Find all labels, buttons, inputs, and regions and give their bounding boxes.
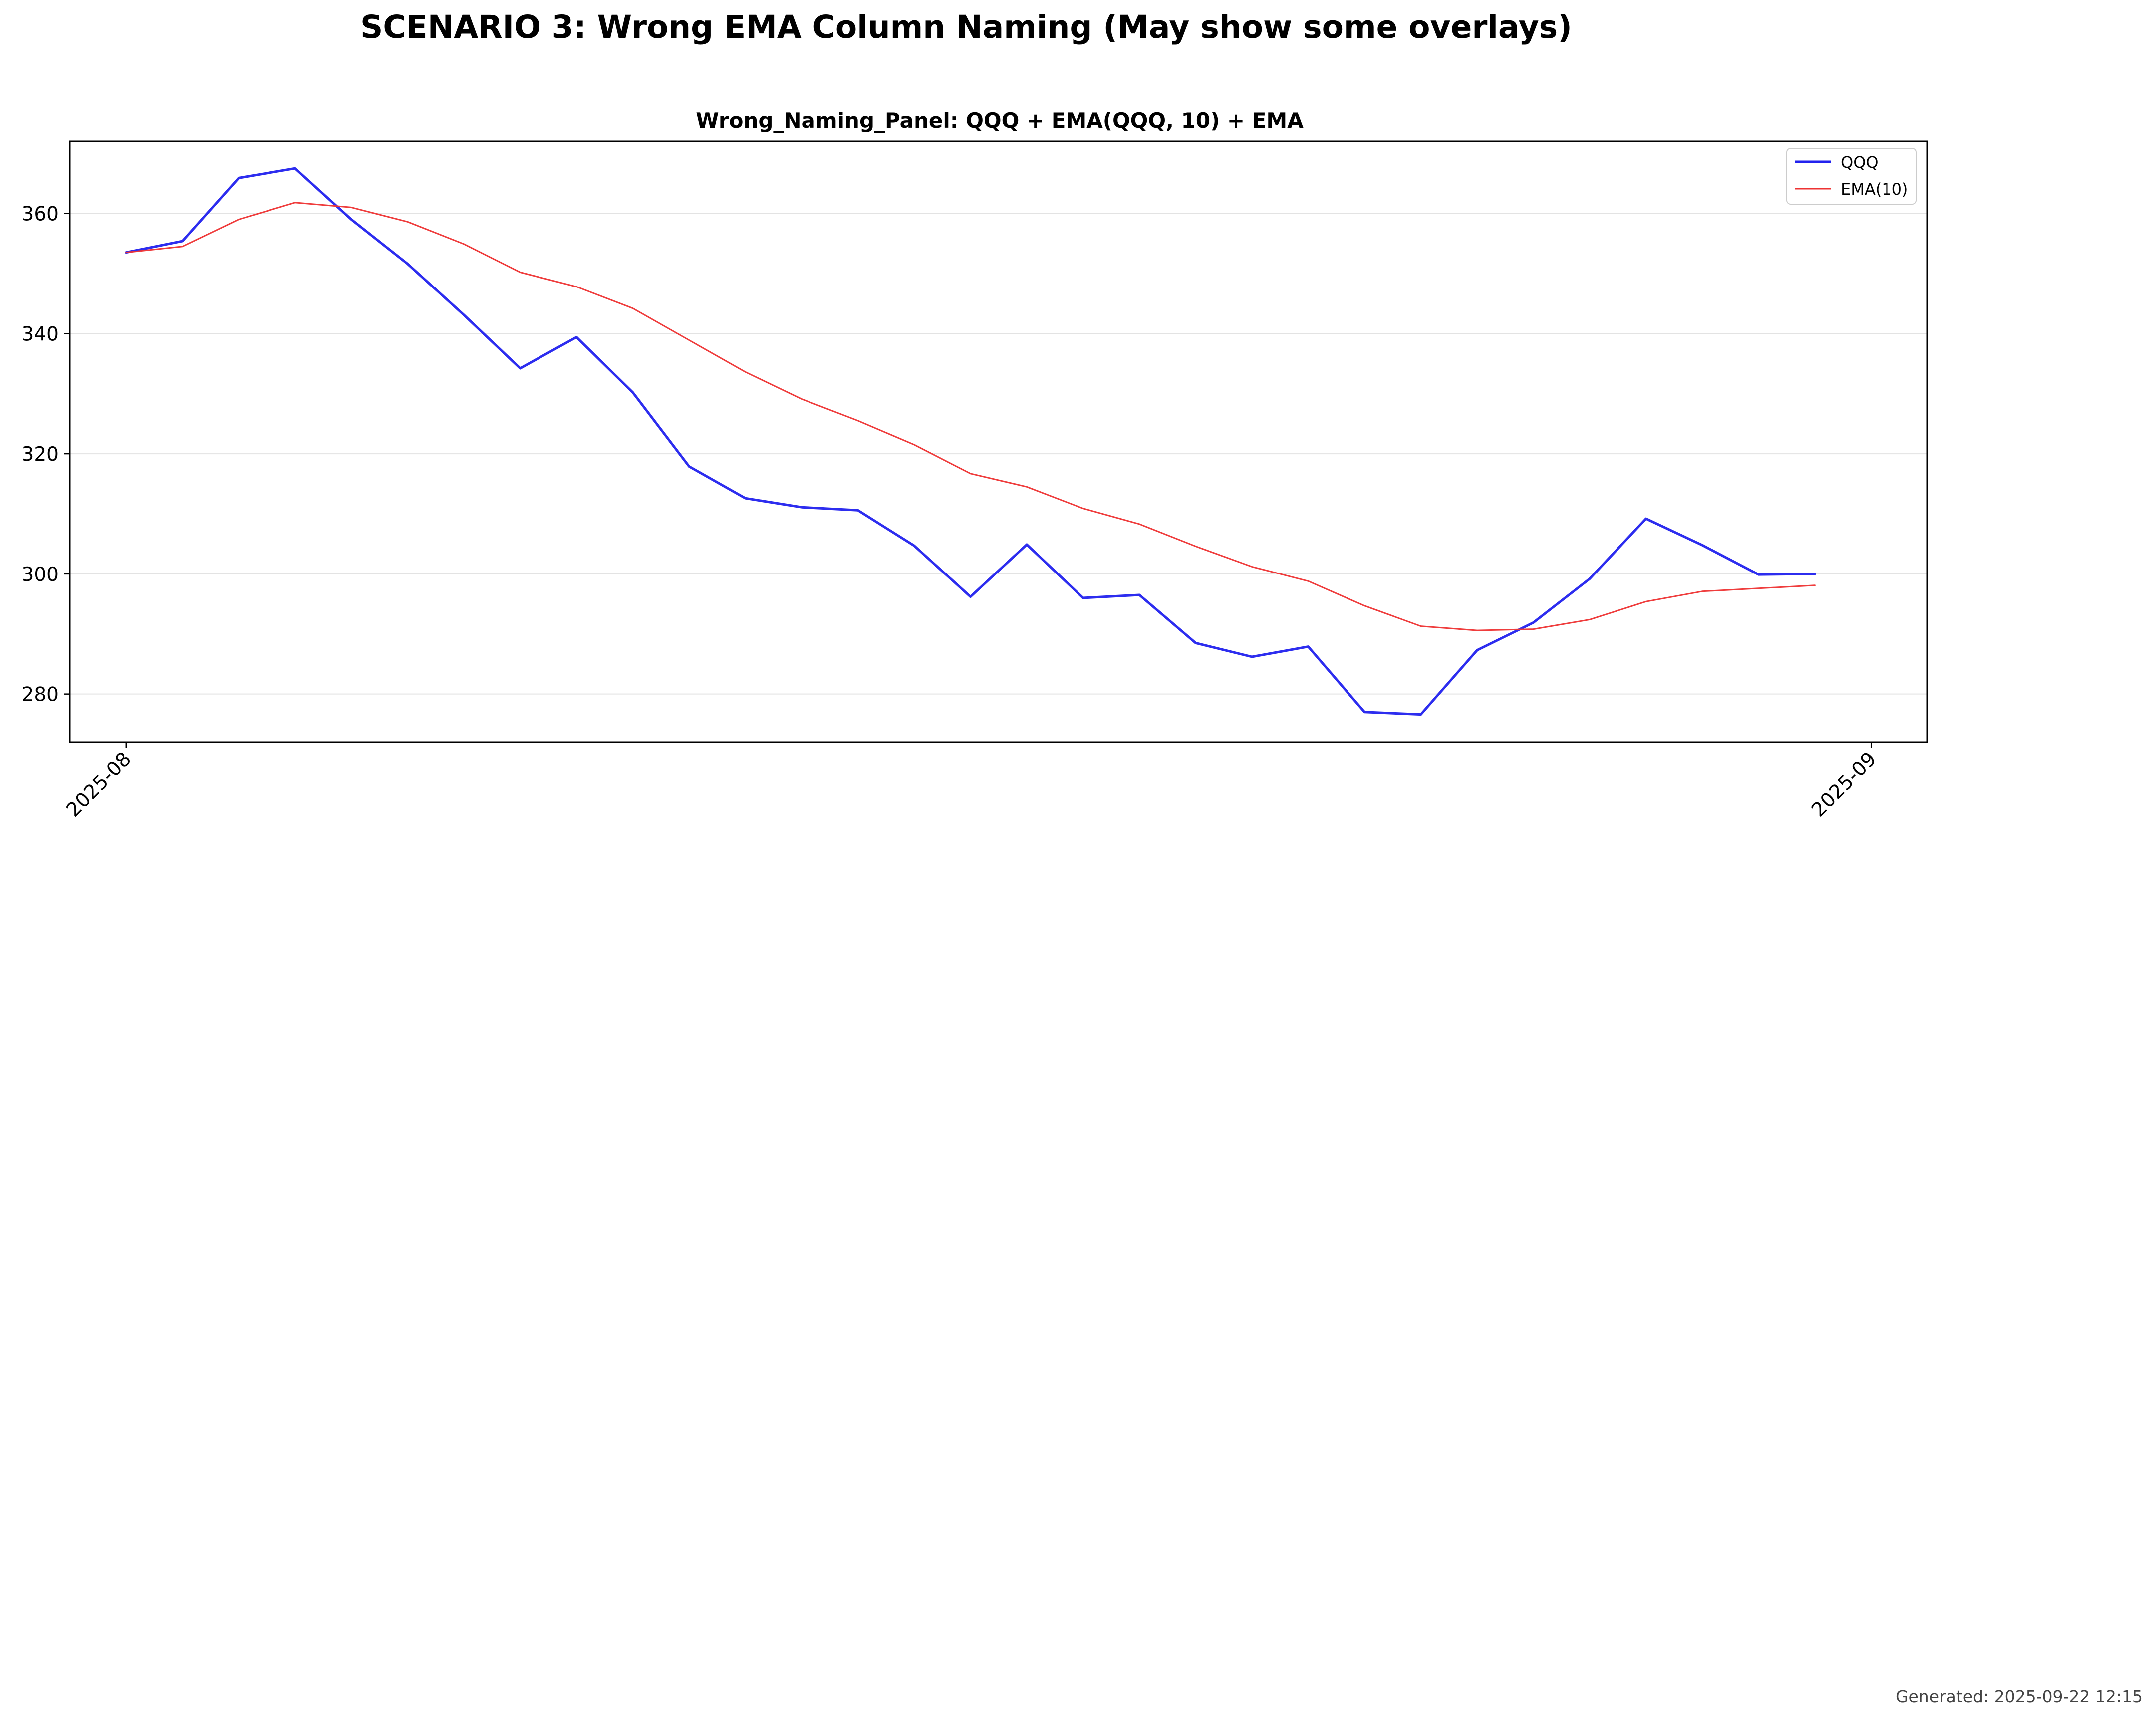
axes-frame (69, 140, 1928, 743)
series-line-qqq (125, 167, 1816, 716)
generated-timestamp: Generated: 2025-09-22 12:15 (1896, 1687, 2143, 1706)
chart-title: Wrong_Naming_Panel: QQQ + EMA(QQQ, 10) +… (696, 108, 1304, 133)
figure-suptitle: SCENARIO 3: Wrong EMA Column Naming (May… (360, 9, 1572, 45)
y-tick-label-360: 360 (22, 203, 59, 225)
series-lines (125, 167, 1816, 716)
series-line-ema-10 (125, 202, 1816, 631)
legend: QQQ EMA(10) (1786, 148, 1917, 205)
gridlines (70, 213, 1927, 695)
y-tick-label-340: 340 (22, 323, 59, 345)
legend-label-qqq: QQQ (1841, 153, 1879, 172)
y-tick-label-300: 300 (22, 564, 59, 586)
y-axis: 280 300 320 340 360 (22, 203, 70, 706)
y-tick-label-320: 320 (22, 443, 59, 466)
y-tick-label-280: 280 (22, 684, 59, 706)
legend-label-ema: EMA(10) (1841, 180, 1908, 199)
